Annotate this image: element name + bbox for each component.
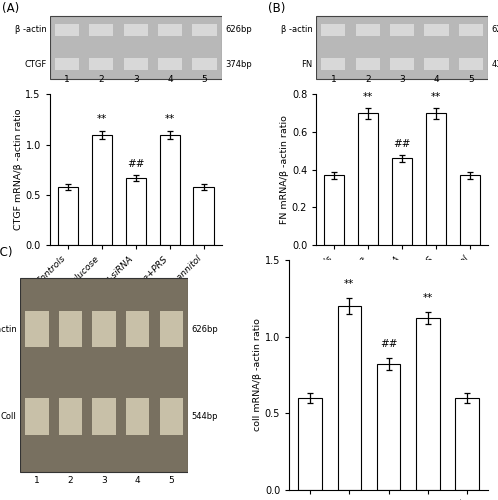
Text: (C): (C) — [0, 246, 12, 259]
Bar — [390, 24, 414, 36]
Text: 626bp: 626bp — [225, 25, 252, 34]
Text: 4: 4 — [167, 75, 173, 84]
Bar — [25, 310, 48, 348]
Text: FN: FN — [301, 60, 313, 68]
Bar — [50, 16, 222, 80]
Bar — [92, 310, 116, 348]
Bar — [316, 16, 488, 80]
Bar — [424, 58, 449, 70]
Bar — [416, 318, 440, 490]
Text: 1: 1 — [34, 476, 40, 486]
Y-axis label: FN mRNA/β -actin ratio: FN mRNA/β -actin ratio — [280, 115, 289, 224]
Bar — [58, 187, 78, 245]
Text: β -actin: β -actin — [0, 324, 16, 334]
Bar — [89, 58, 114, 70]
Text: 4: 4 — [434, 75, 439, 84]
Bar — [126, 310, 149, 348]
Text: 5: 5 — [468, 75, 474, 84]
Bar — [92, 134, 112, 245]
Text: **: ** — [97, 114, 107, 124]
Bar — [159, 398, 183, 435]
Bar — [159, 310, 183, 348]
Text: β -actin: β -actin — [14, 25, 46, 34]
Text: **: ** — [431, 92, 441, 102]
Bar — [59, 398, 82, 435]
Bar — [321, 24, 346, 36]
Bar — [298, 398, 322, 490]
Bar — [124, 58, 148, 70]
Bar — [455, 398, 479, 490]
Bar — [192, 58, 217, 70]
Bar — [55, 58, 79, 70]
Text: 4: 4 — [135, 476, 140, 486]
Text: **: ** — [423, 293, 433, 303]
Bar — [55, 24, 79, 36]
Bar — [89, 24, 114, 36]
Text: 2: 2 — [365, 75, 371, 84]
Bar — [20, 278, 188, 471]
Text: 3: 3 — [101, 476, 107, 486]
Text: 5: 5 — [168, 476, 174, 486]
Bar — [25, 398, 48, 435]
Bar — [459, 58, 483, 70]
Text: β -actin: β -actin — [281, 25, 313, 34]
Text: ##: ## — [127, 158, 144, 168]
Bar — [356, 58, 380, 70]
Bar — [124, 24, 148, 36]
Bar — [193, 187, 214, 245]
Text: 2: 2 — [99, 75, 104, 84]
Bar — [392, 158, 412, 245]
Text: ColI: ColI — [0, 412, 16, 421]
Bar — [460, 176, 480, 245]
Y-axis label: CTGF mRNA/β -actin ratio: CTGF mRNA/β -actin ratio — [13, 109, 22, 230]
Text: 5: 5 — [202, 75, 207, 84]
Bar — [158, 58, 182, 70]
Bar — [338, 306, 361, 490]
Text: **: ** — [344, 279, 355, 289]
Y-axis label: colI mRNA/β -actin ratio: colI mRNA/β -actin ratio — [253, 318, 262, 432]
Text: 374bp: 374bp — [225, 60, 252, 68]
Bar — [390, 58, 414, 70]
Text: 2: 2 — [68, 476, 73, 486]
Bar — [324, 176, 345, 245]
Bar — [125, 178, 146, 245]
Bar — [192, 24, 217, 36]
Bar — [92, 398, 116, 435]
Text: 626bp: 626bp — [492, 25, 498, 34]
Text: 439bp: 439bp — [492, 60, 498, 68]
Bar — [358, 113, 378, 245]
Text: (A): (A) — [1, 2, 19, 16]
Text: ##: ## — [393, 138, 411, 148]
Bar — [159, 134, 180, 245]
Text: 544bp: 544bp — [192, 412, 218, 421]
Bar — [377, 364, 400, 490]
Text: CTGF: CTGF — [24, 60, 46, 68]
Bar — [59, 310, 82, 348]
Bar — [356, 24, 380, 36]
Text: ##: ## — [380, 339, 397, 349]
Text: 1: 1 — [64, 75, 70, 84]
Text: 626bp: 626bp — [192, 324, 218, 334]
Bar — [126, 398, 149, 435]
Text: 3: 3 — [133, 75, 138, 84]
Bar — [158, 24, 182, 36]
Bar — [426, 113, 446, 245]
Text: (B): (B) — [268, 2, 285, 16]
Text: **: ** — [363, 92, 374, 102]
Text: **: ** — [164, 114, 175, 124]
Text: 3: 3 — [399, 75, 405, 84]
Bar — [459, 24, 483, 36]
Bar — [424, 24, 449, 36]
Text: 1: 1 — [331, 75, 336, 84]
Bar — [321, 58, 346, 70]
